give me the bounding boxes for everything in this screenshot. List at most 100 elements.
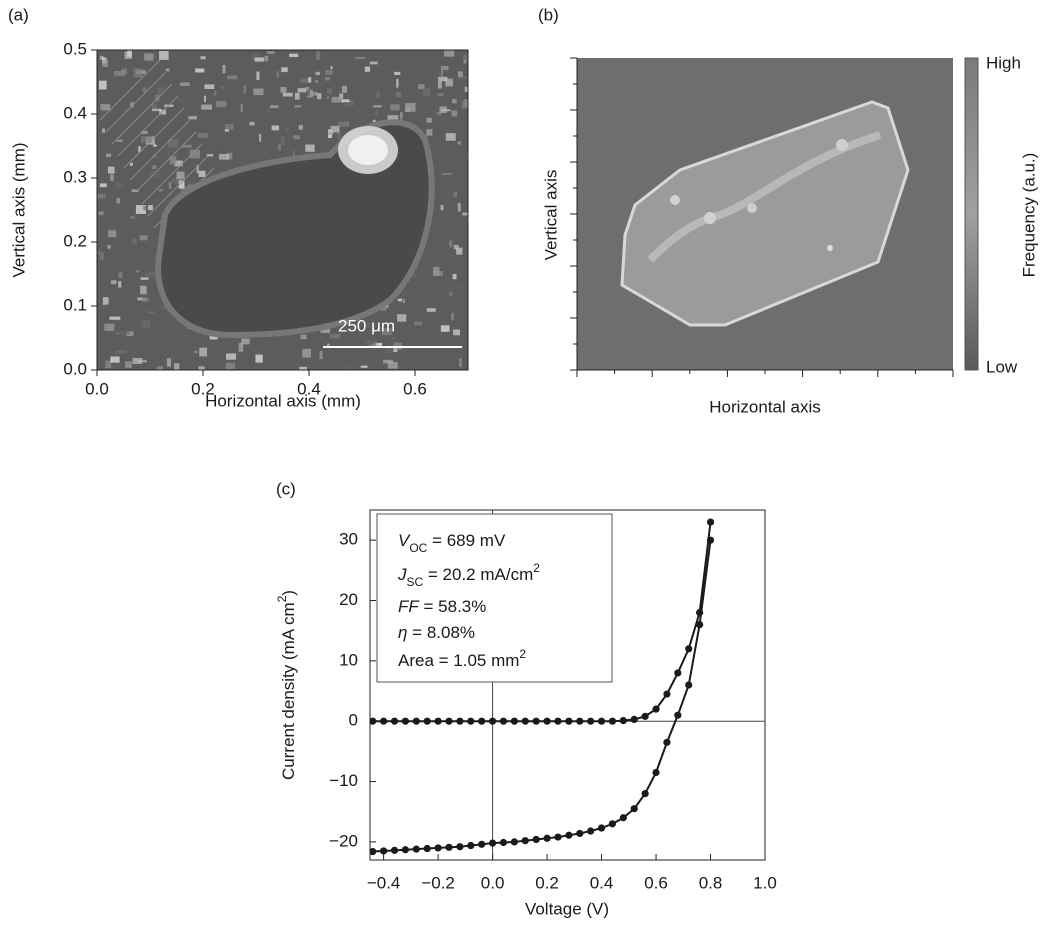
data-point bbox=[543, 717, 551, 725]
texture bbox=[199, 347, 207, 357]
texture bbox=[142, 297, 150, 303]
texture bbox=[198, 170, 206, 178]
texture bbox=[292, 150, 295, 160]
texture bbox=[319, 351, 323, 360]
texture bbox=[294, 105, 302, 108]
plot-frame bbox=[96, 49, 469, 371]
data-point bbox=[510, 717, 518, 725]
texture bbox=[439, 106, 447, 113]
texture bbox=[355, 56, 366, 60]
y-tick-label: 0.3 bbox=[63, 167, 87, 186]
texture bbox=[137, 297, 147, 301]
texture bbox=[256, 71, 260, 80]
texture bbox=[99, 183, 107, 188]
texture bbox=[167, 150, 171, 154]
texture bbox=[132, 238, 138, 245]
y-tick-label: 30 bbox=[339, 530, 358, 549]
y-tick-label: 20 bbox=[339, 590, 358, 609]
texture bbox=[391, 336, 396, 339]
texture bbox=[397, 314, 407, 322]
x-axis-label: Horizontal axis bbox=[709, 397, 821, 416]
texture bbox=[110, 356, 120, 363]
texture bbox=[176, 171, 185, 180]
text-part: 2 bbox=[275, 595, 289, 602]
x-tick-label: −0.4 bbox=[367, 873, 401, 892]
texture bbox=[280, 86, 287, 93]
data-point bbox=[685, 681, 693, 689]
texture bbox=[178, 180, 185, 189]
data-point bbox=[652, 705, 660, 713]
texture bbox=[168, 315, 171, 321]
y-tick-label: 0.5 bbox=[63, 39, 87, 58]
texture bbox=[130, 162, 133, 166]
texture bbox=[440, 325, 450, 332]
texture bbox=[189, 149, 200, 159]
data-point bbox=[370, 717, 377, 725]
texture bbox=[395, 92, 401, 98]
data-point bbox=[576, 829, 584, 838]
texture bbox=[226, 75, 238, 80]
texture bbox=[118, 281, 122, 288]
texture bbox=[452, 329, 461, 336]
texture bbox=[449, 291, 453, 297]
text-part: 2 bbox=[533, 561, 540, 575]
texture bbox=[267, 51, 275, 54]
texture bbox=[105, 153, 112, 158]
texture bbox=[396, 78, 399, 88]
texture bbox=[462, 212, 468, 216]
texture bbox=[267, 107, 271, 112]
texture bbox=[459, 358, 462, 367]
y-tick-label: 10 bbox=[339, 650, 358, 669]
texture bbox=[131, 189, 139, 193]
texture bbox=[315, 80, 318, 83]
data-point bbox=[706, 518, 715, 526]
texture bbox=[381, 328, 392, 336]
text-part: Current density (mA cm bbox=[279, 602, 298, 780]
scale-bar-label: 250 μm bbox=[338, 316, 395, 335]
texture bbox=[152, 154, 157, 158]
texture bbox=[320, 328, 331, 334]
texture bbox=[146, 311, 155, 314]
texture bbox=[225, 124, 234, 130]
texture bbox=[293, 135, 300, 140]
x-tick-label: 0.6 bbox=[644, 873, 668, 892]
texture bbox=[453, 191, 457, 197]
data-point bbox=[565, 717, 573, 725]
texture bbox=[315, 71, 320, 76]
texture bbox=[203, 95, 207, 103]
y-axis-label: Current density (mA cm2) bbox=[275, 590, 298, 780]
texture bbox=[375, 110, 379, 117]
y-tick-label: 0.0 bbox=[63, 359, 87, 378]
annotation: Area = 1.05 mm2 bbox=[398, 647, 526, 670]
texture bbox=[312, 91, 318, 96]
texture bbox=[405, 102, 416, 112]
data-point bbox=[401, 717, 410, 725]
texture bbox=[339, 93, 344, 99]
data-point bbox=[587, 717, 595, 725]
y-tick-label: −10 bbox=[329, 771, 358, 790]
texture bbox=[198, 366, 205, 370]
texture bbox=[222, 64, 226, 74]
texture bbox=[249, 122, 255, 126]
texture bbox=[402, 298, 405, 303]
texture bbox=[360, 365, 368, 368]
texture bbox=[149, 170, 160, 179]
texture bbox=[98, 80, 107, 90]
texture bbox=[238, 343, 244, 352]
texture bbox=[111, 83, 173, 145]
data-point bbox=[696, 621, 704, 629]
text-part: = 20.2 mA/cm bbox=[423, 565, 533, 584]
annotation: η = 8.08% bbox=[398, 623, 475, 642]
data-point bbox=[380, 717, 388, 725]
data-point bbox=[488, 717, 497, 725]
text-part: = 58.3% bbox=[419, 597, 487, 616]
texture bbox=[226, 152, 233, 160]
texture bbox=[118, 271, 123, 279]
texture bbox=[271, 125, 280, 131]
texture bbox=[302, 89, 310, 96]
texture bbox=[141, 143, 203, 205]
texture bbox=[116, 331, 120, 335]
text-part: = 8.08% bbox=[407, 623, 475, 642]
texture bbox=[148, 205, 153, 211]
texture bbox=[122, 109, 128, 112]
